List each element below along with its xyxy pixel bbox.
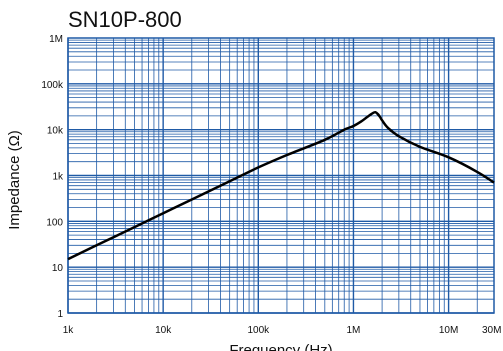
y-tick-label: 1 bbox=[57, 309, 63, 320]
chart-title: SN10P-800 bbox=[68, 7, 182, 32]
x-tick-label: 10k bbox=[155, 325, 172, 336]
x-tick-label: 30M bbox=[482, 325, 501, 336]
y-tick-label: 1M bbox=[49, 34, 63, 45]
x-axis-label: Frequency (Hz) bbox=[229, 342, 332, 351]
y-axis-ticks: 1 10 100 1k 10k 100k 1M bbox=[41, 34, 64, 320]
y-axis-label: Impedance (Ω) bbox=[6, 130, 23, 230]
y-tick-label: 100 bbox=[46, 217, 63, 228]
impedance-series-line bbox=[67, 110, 495, 261]
y-tick-label: 1k bbox=[52, 172, 64, 183]
plot-frame bbox=[67, 37, 495, 314]
y-tick-label: 10k bbox=[47, 126, 64, 137]
x-tick-label: 100k bbox=[247, 325, 270, 336]
grid-lines bbox=[67, 38, 495, 314]
y-tick-label: 100k bbox=[41, 80, 64, 91]
x-tick-label: 10M bbox=[439, 325, 458, 336]
x-axis-ticks: 1k 10k 100k 1M 10M 30M bbox=[63, 325, 502, 336]
x-tick-label: 1M bbox=[346, 325, 360, 336]
x-tick-label: 1k bbox=[63, 325, 75, 336]
y-tick-label: 10 bbox=[52, 263, 64, 274]
